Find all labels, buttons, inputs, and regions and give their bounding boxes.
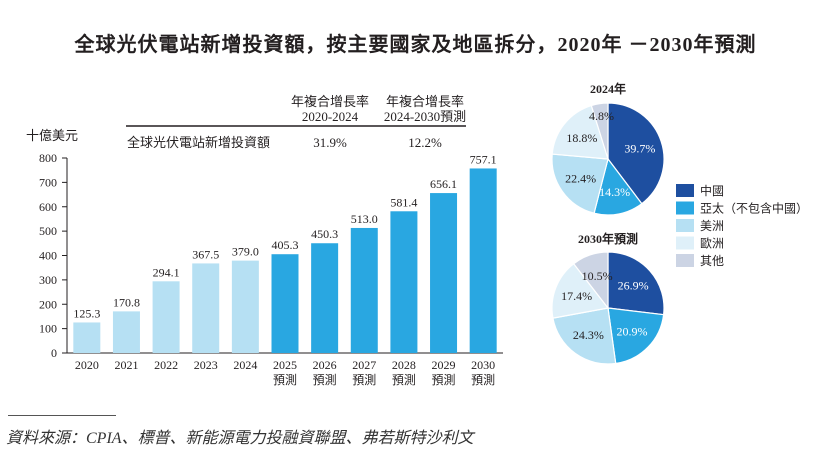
- bars: 125.3 2020 170.8 2021 294.1 2022 367.5 2023 379.…: [73, 152, 497, 387]
- bar-value-label: 450.3: [311, 227, 338, 241]
- bar-2024: [231, 260, 259, 353]
- y-tick-label: 300: [39, 273, 57, 287]
- legend-label: 美洲: [700, 219, 724, 233]
- pie-slice-0: [607, 102, 665, 205]
- legend-swatch: [676, 184, 694, 197]
- pie-slice-4: [572, 251, 609, 310]
- pie-slice-1: [593, 157, 643, 216]
- bar-2025: [271, 254, 299, 353]
- bar-2028: [390, 211, 418, 353]
- legend-label: 中國: [700, 183, 724, 198]
- cagr-header-2-line1: 年複合增長率: [386, 94, 464, 109]
- y-tick-label: 100: [39, 322, 57, 336]
- legend-swatch: [676, 236, 694, 250]
- x-tick-label: 2020: [75, 358, 99, 372]
- x-tick-label: 2029: [432, 358, 456, 372]
- source-note: 資料來源：CPIA、標普、新能源電力投融資聯盟、弗若斯特沙利文: [6, 430, 474, 447]
- x-tick-label: 2024: [233, 358, 257, 372]
- pie-slice-0: [607, 251, 665, 316]
- x-tick-label: 2028: [392, 358, 416, 372]
- x-tick-label: 2021: [114, 358, 138, 372]
- cagr-table: 年複合增長率 2020-2024 年複合增長率 2024-2030預測 全球光伏…: [126, 94, 466, 150]
- pie-2024-title: 2024年: [590, 81, 626, 96]
- bar-2021: [112, 311, 140, 353]
- pie-slice-3: [551, 262, 610, 319]
- bar-value-label: 405.3: [272, 238, 299, 252]
- cagr-header-1-line1: 年複合增長率: [291, 94, 369, 109]
- pie-slice-label: 14.3%: [599, 185, 630, 199]
- pie-slice-label: 4.8%: [589, 109, 614, 123]
- bar-2030: [469, 168, 497, 353]
- pie-slice-label: 39.7%: [624, 141, 655, 155]
- pie-slice-3: [551, 104, 609, 160]
- pie-slice-label: 26.9%: [618, 279, 649, 293]
- x-tick-label: 2026: [313, 358, 337, 372]
- x-tick-label: 2030: [471, 358, 495, 372]
- x-tick-sublabel: 預測: [432, 373, 456, 387]
- bar-value-label: 125.3: [73, 306, 100, 320]
- pie-slice-label: 17.4%: [561, 289, 592, 303]
- chart-title: 全球光伏電站新增投資額，按主要國家及地區拆分，2020年 －2030年預測: [74, 34, 757, 56]
- bar-2022: [152, 281, 180, 353]
- cagr-value-2: 12.2%: [408, 135, 442, 150]
- legend-label: 亞太（不包含中國）: [700, 201, 808, 216]
- pie-slice-1: [607, 307, 665, 365]
- x-tick-label: 2022: [154, 358, 178, 372]
- pie-slice-4: [590, 102, 609, 160]
- y-tick-label: 500: [39, 224, 57, 238]
- bar-2029: [430, 193, 458, 353]
- legend-label: 歐洲: [700, 236, 724, 251]
- x-tick-label: 2023: [194, 358, 218, 372]
- bar-2023: [192, 263, 220, 353]
- x-tick-sublabel: 預測: [313, 373, 337, 387]
- bar-value-label: 513.0: [351, 212, 378, 226]
- pie-slice-2: [551, 153, 609, 214]
- legend-swatch: [676, 254, 694, 267]
- bar-value-label: 294.1: [153, 265, 180, 279]
- x-tick-sublabel: 預測: [273, 373, 297, 387]
- pie-2030: 26.9% 20.9% 24.3% 17.4% 10.5%: [551, 251, 665, 365]
- y-tick-label: 700: [39, 175, 57, 189]
- pie-slice-label: 20.9%: [616, 325, 647, 339]
- y-tick-label: 200: [39, 297, 57, 311]
- x-tick-label: 2025: [273, 358, 297, 372]
- source-divider: [8, 415, 116, 416]
- y-tick-label: 800: [39, 151, 57, 165]
- x-tick-sublabel: 預測: [471, 373, 495, 387]
- bar-value-label: 379.0: [232, 245, 259, 259]
- x-tick-sublabel: 預測: [392, 373, 416, 387]
- pie-slice-label: 18.8%: [566, 131, 597, 145]
- y-tick-label: 600: [39, 200, 57, 214]
- pie-2030-title: 2030年預測: [578, 231, 638, 246]
- bar-value-label: 170.8: [113, 295, 140, 309]
- y-axis-label: 十億美元: [26, 128, 78, 143]
- bar-value-label: 581.4: [390, 195, 417, 209]
- pie-2024: 39.7% 14.3%22.4% 18.8% 4.8%: [551, 102, 665, 216]
- pie-slice-label: 24.3%: [573, 328, 604, 342]
- bar-2027: [350, 227, 378, 353]
- bar-2026: [311, 243, 339, 353]
- legend-swatch: [676, 219, 694, 232]
- bar-value-label: 367.5: [192, 247, 219, 261]
- cagr-header-1-line2: 2020-2024: [302, 109, 359, 124]
- pie-slice-label: 22.4%: [565, 171, 596, 185]
- cagr-header-2-line2: 2024-2030預測: [384, 109, 466, 124]
- cagr-row-label: 全球光伏電站新增投資額: [127, 135, 270, 150]
- pie-slice-2: [552, 307, 617, 365]
- legend-label: 其他: [700, 254, 724, 268]
- legend-swatch: [676, 201, 694, 215]
- bar-value-label: 656.1: [430, 177, 457, 191]
- pie-slice-label: 10.5%: [582, 269, 613, 283]
- x-tick-label: 2027: [352, 358, 376, 372]
- cagr-value-1: 31.9%: [313, 135, 347, 150]
- bar-value-label: 757.1: [470, 152, 497, 166]
- x-tick-sublabel: 預測: [352, 373, 376, 387]
- y-tick-label: 0: [51, 346, 57, 360]
- y-tick-label: 400: [39, 249, 57, 263]
- bar-2020: [73, 322, 101, 353]
